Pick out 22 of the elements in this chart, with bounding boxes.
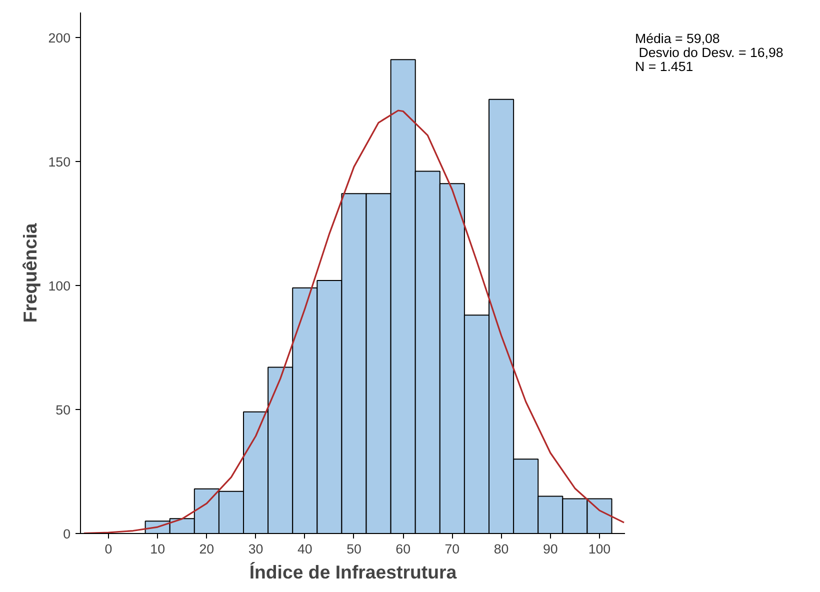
y-tick-label: 50 <box>56 402 71 418</box>
x-tick-label: 20 <box>199 542 214 556</box>
text: Média = 59,08 <box>635 31 720 46</box>
y-tick-label: 200 <box>48 30 71 46</box>
y-tick-label: 0 <box>63 526 71 542</box>
line-series <box>83 110 625 534</box>
x-tick-label: 50 <box>346 542 362 556</box>
x-tick-label: 70 <box>444 542 460 556</box>
x-axis-title: Índice de Infraestrutura <box>249 562 458 582</box>
y-axis-title: Frequência <box>19 222 40 323</box>
x-tick-label: 100 <box>588 542 611 556</box>
x-tick-label: 40 <box>297 542 312 556</box>
x-tick-label: 90 <box>542 542 558 556</box>
x-tick-label: 30 <box>248 542 264 556</box>
x-tick-label: 80 <box>494 542 509 556</box>
x-tick-label: 10 <box>150 542 165 556</box>
y-tick-label: 150 <box>48 154 71 170</box>
text: Desvio do Desv. = 16,98 <box>638 44 784 60</box>
y-tick-label: 100 <box>48 278 71 294</box>
x-tick-label: 0 <box>104 542 112 556</box>
x-tick-label: 60 <box>396 542 410 556</box>
text: N = 1.451 <box>635 58 694 74</box>
